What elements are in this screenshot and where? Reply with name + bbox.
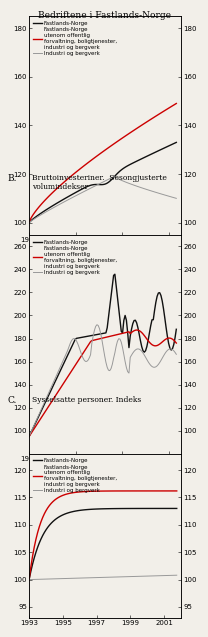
Text: Bedriftene i Fastlands-Norge: Bedriftene i Fastlands-Norge [37,11,171,20]
Text: C.: C. [8,396,17,405]
Legend: Fastlands-Norge, Fastlands-Norge
utenom offentlig
forvaltning, boligtjenester,
i: Fastlands-Norge, Fastlands-Norge utenom … [33,240,117,275]
Text: Sysselsatte personer. Indeks: Sysselsatte personer. Indeks [32,396,141,404]
Legend: Fastlands-Norge, Fastlands-Norge
utenom offentlig
forvaltning, boligtjenester,
i: Fastlands-Norge, Fastlands-Norge utenom … [33,21,117,56]
Text: Bruttoinvesteriner.  Sesongjusterte
volumindekser: Bruttoinvesteriner. Sesongjusterte volum… [32,173,167,190]
Text: B.: B. [8,173,17,183]
Legend: Fastlands-Norge, Fastlands-Norge
utenom offentlig
forvaltning, boligtjenester,
i: Fastlands-Norge, Fastlands-Norge utenom … [33,458,117,493]
